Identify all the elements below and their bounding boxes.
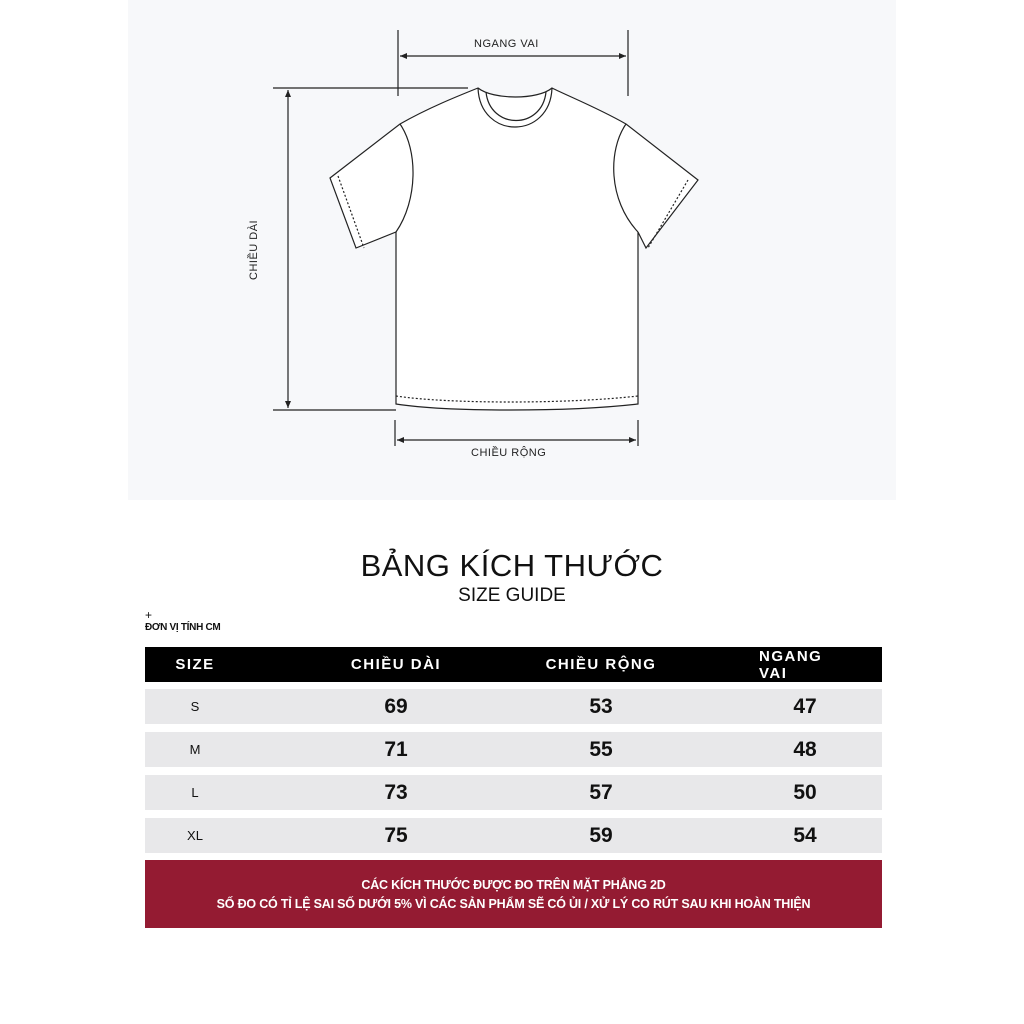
page-title: BẢNG KÍCH THƯỚC <box>360 548 664 583</box>
cell-shoulder: 54 <box>793 823 817 847</box>
cell-length: 71 <box>384 737 408 761</box>
cell-width: 57 <box>589 780 613 804</box>
table-row: XL 75 59 54 <box>145 818 882 853</box>
table-row: S 69 53 47 <box>145 689 882 724</box>
header-width: CHIỀU RỘNG <box>545 656 657 673</box>
cell-length: 69 <box>384 694 408 718</box>
cell-size: XL <box>187 828 203 843</box>
note-line-2: SỐ ĐO CÓ TỈ LỆ SAI SỐ DƯỚI 5% VÌ CÁC SẢN… <box>216 896 811 911</box>
cell-length: 73 <box>384 780 408 804</box>
width-label: CHIỀU RỘNG <box>471 447 547 459</box>
tshirt-diagram-panel: NGANG VAI CHIỀU DÀI CHIỀU RỘNG <box>128 0 896 500</box>
unit-label: ĐƠN VỊ TÍNH CM <box>145 622 221 633</box>
note-line-1: CÁC KÍCH THƯỚC ĐƯỢC ĐO TRÊN MẶT PHẲNG 2D <box>361 877 666 892</box>
table-header: SIZE CHIỀU DÀI CHIỀU RỘNG NGANG VAI <box>145 647 882 682</box>
cell-shoulder: 48 <box>793 737 817 761</box>
cell-length: 75 <box>384 823 408 847</box>
cell-size: S <box>190 699 200 714</box>
measurement-note: CÁC KÍCH THƯỚC ĐƯỢC ĐO TRÊN MẶT PHẲNG 2D… <box>145 860 882 928</box>
plus-icon: + <box>145 608 153 622</box>
cell-width: 55 <box>589 737 613 761</box>
header-size: SIZE <box>175 656 215 673</box>
header-shoulder: NGANG VAI <box>759 647 823 682</box>
cell-shoulder: 50 <box>793 780 817 804</box>
shoulder-label: NGANG VAI <box>474 38 539 50</box>
cell-width: 59 <box>589 823 613 847</box>
header-length: CHIỀU DÀI <box>350 656 442 673</box>
cell-shoulder: 47 <box>793 694 817 718</box>
table-row: M 71 55 48 <box>145 732 882 767</box>
table-row: L 73 57 50 <box>145 775 882 810</box>
page-subtitle: SIZE GUIDE <box>458 585 566 606</box>
tshirt-illustration <box>273 30 699 446</box>
length-label: CHIỀU DÀI <box>248 219 260 280</box>
cell-size: L <box>191 785 199 800</box>
cell-size: M <box>189 742 201 757</box>
cell-width: 53 <box>589 694 613 718</box>
